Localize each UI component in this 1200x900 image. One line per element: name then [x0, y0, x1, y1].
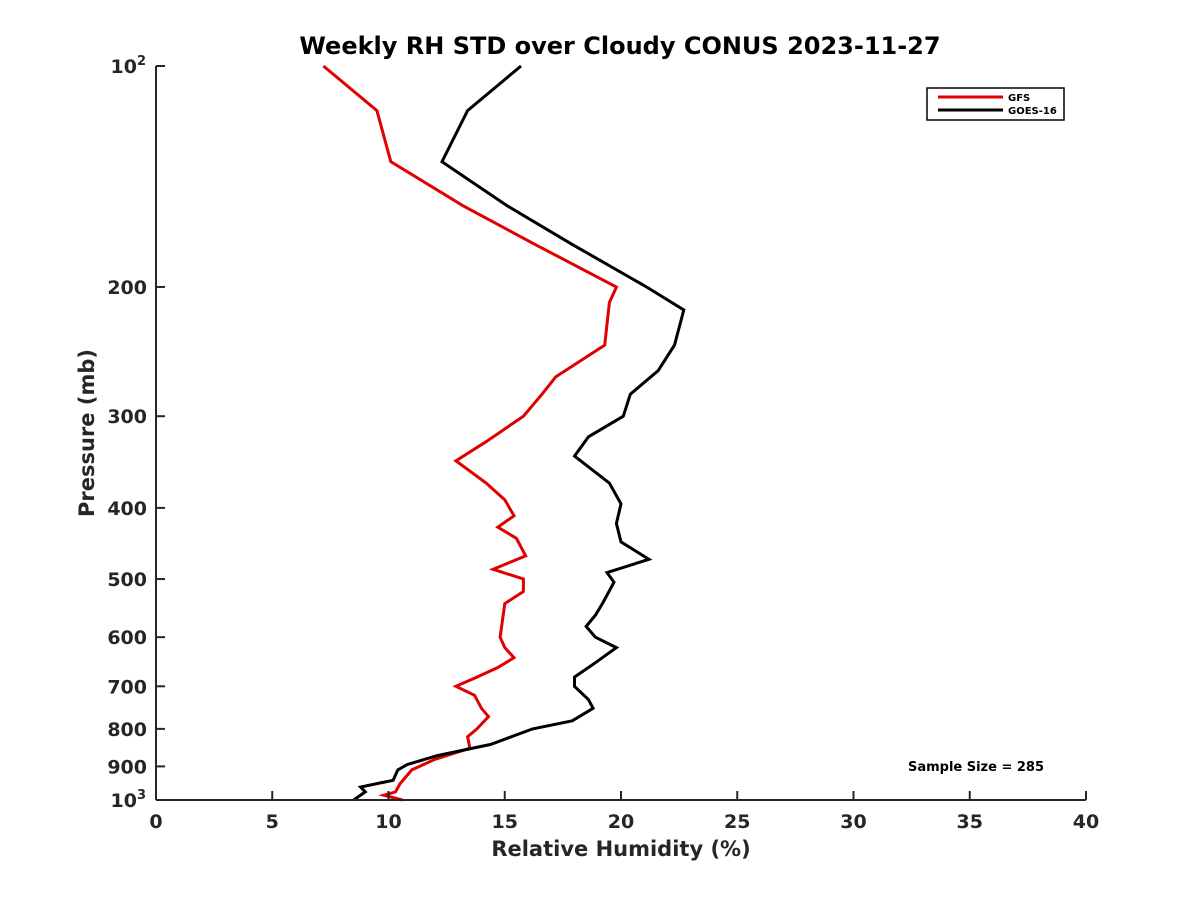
- x-tick-label: 10: [375, 811, 401, 833]
- x-tick-label: 0: [149, 811, 162, 833]
- x-tick-label: 20: [608, 811, 634, 833]
- y-tick-exponent: 3: [137, 788, 146, 803]
- y-tick-label: 10: [111, 790, 137, 812]
- y-tick-exponent: 2: [137, 54, 146, 69]
- chart-title: Weekly RH STD over Cloudy CONUS 2023-11-…: [299, 32, 940, 60]
- legend: GFS GOES-16: [926, 87, 1065, 121]
- legend-box: [926, 87, 1065, 121]
- series-layer: [322, 64, 686, 802]
- x-tick-label: 30: [840, 811, 866, 833]
- y-tick-label: 400: [107, 498, 147, 520]
- y-tick-label: 300: [107, 406, 147, 428]
- legend-label-goes16: GOES-16: [1008, 106, 1057, 117]
- x-tick-label: 15: [492, 811, 518, 833]
- y-axis-label: Pressure (mb): [75, 349, 99, 517]
- x-axis-label: Relative Humidity (%): [491, 837, 750, 861]
- y-tick-label: 200: [107, 277, 147, 299]
- y-tick-label: 700: [107, 676, 147, 698]
- y-tick-label: 800: [107, 719, 147, 741]
- x-tick-label: 35: [957, 811, 983, 833]
- x-tick-label: 5: [266, 811, 279, 833]
- y-tick-label: 900: [107, 756, 147, 778]
- x-tick-label: 40: [1073, 811, 1099, 833]
- series-line-gfs: [322, 64, 619, 802]
- x-ticks: 0 5 10 15 20 25 30 35 40: [149, 791, 1099, 833]
- y-tick-label: 600: [107, 627, 147, 649]
- series-line-goes16: [352, 64, 686, 802]
- sample-size-annotation: Sample Size = 285: [908, 760, 1044, 775]
- y-tick-label: 500: [107, 569, 147, 591]
- y-tick-label: 10: [111, 56, 137, 78]
- legend-label-gfs: GFS: [1008, 93, 1030, 104]
- x-tick-label: 25: [724, 811, 750, 833]
